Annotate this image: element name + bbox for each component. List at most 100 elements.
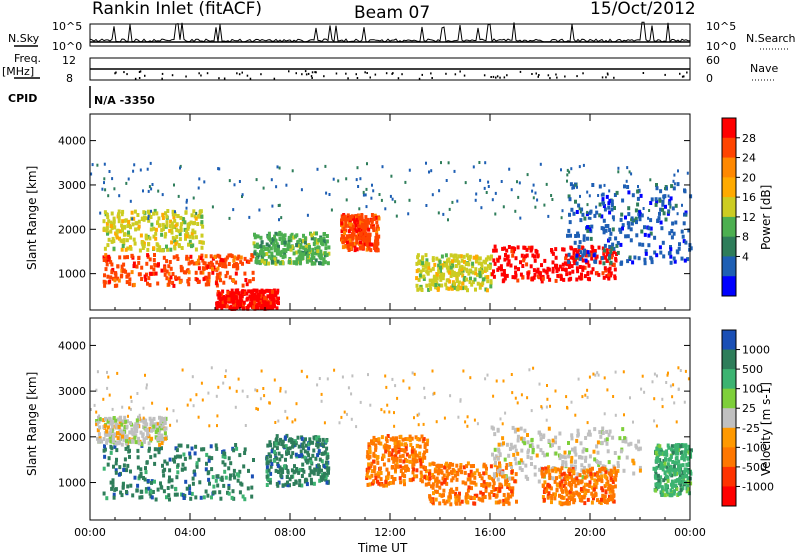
power-cell — [649, 201, 653, 205]
vel-cell — [400, 442, 404, 447]
power-cell — [601, 197, 605, 202]
power-cell — [161, 248, 165, 253]
vel-cell — [372, 435, 376, 440]
vel-cell — [275, 434, 279, 439]
power-cell — [380, 198, 383, 202]
vel-cell — [613, 466, 617, 471]
vel-cell — [584, 393, 587, 397]
vel-cell — [591, 466, 594, 471]
power-cell — [344, 223, 348, 228]
vel-cell — [377, 437, 381, 442]
power-cell — [621, 226, 624, 231]
vel-cell — [119, 490, 123, 495]
vel-cell — [462, 369, 465, 373]
power-cell — [355, 217, 359, 222]
power-cell — [437, 211, 440, 215]
power-cell — [125, 238, 129, 243]
power-cell — [120, 273, 124, 278]
nave-dot — [445, 72, 447, 75]
vel-cell — [681, 470, 685, 475]
power-cell — [253, 300, 257, 305]
vel-cell — [93, 403, 96, 407]
power-cell — [105, 225, 109, 230]
power-cell — [256, 245, 260, 249]
vel-cell — [613, 451, 617, 455]
y-tick-label: 2000 — [58, 223, 86, 236]
vel-cell — [532, 366, 535, 370]
vel-cell — [568, 472, 572, 476]
vel-cell — [151, 401, 154, 405]
vel-cell — [418, 444, 422, 449]
power-cell — [448, 207, 451, 211]
vel-cell — [460, 470, 464, 475]
power-cell — [669, 247, 673, 252]
vel-cell — [496, 465, 500, 470]
vel-cell — [110, 486, 114, 491]
power-cell — [194, 235, 198, 240]
vel-cell — [323, 450, 327, 455]
vel-cell — [296, 435, 300, 440]
power-cell — [259, 244, 263, 249]
vel-cell — [207, 455, 211, 460]
power-cell — [163, 272, 167, 277]
vel-cell — [581, 395, 584, 399]
power-cell — [160, 232, 164, 237]
vel-cell — [584, 491, 588, 495]
colorbar-tick-label: 28 — [742, 132, 756, 145]
power-cell — [303, 236, 307, 241]
vel-cell — [127, 414, 129, 418]
power-cell — [586, 190, 589, 194]
power-cell — [132, 237, 136, 242]
power-cell — [578, 207, 581, 211]
power-cell — [655, 199, 659, 204]
power-cell — [672, 179, 675, 183]
power-cell — [613, 206, 616, 210]
vel-cell — [482, 471, 486, 476]
vel-cell — [516, 434, 520, 439]
power-cell — [185, 200, 188, 204]
power-cell — [310, 236, 314, 241]
vel-cell — [496, 456, 500, 461]
vel-cell — [638, 465, 642, 470]
power-cell — [209, 254, 213, 259]
vel-cell — [315, 443, 319, 447]
vel-cell — [675, 478, 679, 483]
power-cell — [234, 288, 238, 293]
vel-cell — [586, 432, 590, 437]
power-cell — [218, 274, 222, 279]
power-cell — [526, 271, 530, 276]
power-cell — [345, 240, 349, 245]
vel-cell — [607, 486, 611, 491]
velocity-colorbar-label: Velocity [m s-1] — [759, 382, 773, 476]
vel-cell — [428, 496, 432, 501]
power-cell — [113, 278, 117, 283]
power-cell — [576, 250, 579, 255]
vel-cell — [561, 454, 565, 459]
power-cell — [481, 281, 485, 286]
power-cell — [151, 183, 154, 186]
power-cell — [323, 260, 327, 265]
power-cell — [573, 248, 577, 253]
power-cell — [581, 265, 585, 270]
vel-cell — [207, 391, 210, 395]
power-cell — [355, 247, 359, 252]
power-cell — [477, 261, 481, 266]
power-cell — [476, 281, 480, 286]
vel-cell — [402, 379, 405, 383]
power-cell — [555, 269, 559, 273]
vel-cell — [674, 483, 678, 488]
vel-cell — [564, 488, 568, 493]
vel-cell — [655, 465, 659, 470]
power-cell — [156, 247, 160, 252]
vel-cell — [131, 439, 135, 444]
vel-cell — [496, 469, 500, 474]
power-cell — [166, 247, 170, 252]
vel-cell — [561, 463, 564, 468]
vel-cell — [158, 442, 162, 447]
vel-cell — [145, 436, 149, 440]
power-cell — [586, 250, 590, 255]
power-cell — [139, 233, 143, 238]
power-cell — [229, 304, 233, 309]
power-cell — [462, 278, 466, 283]
power-cell — [365, 205, 368, 209]
